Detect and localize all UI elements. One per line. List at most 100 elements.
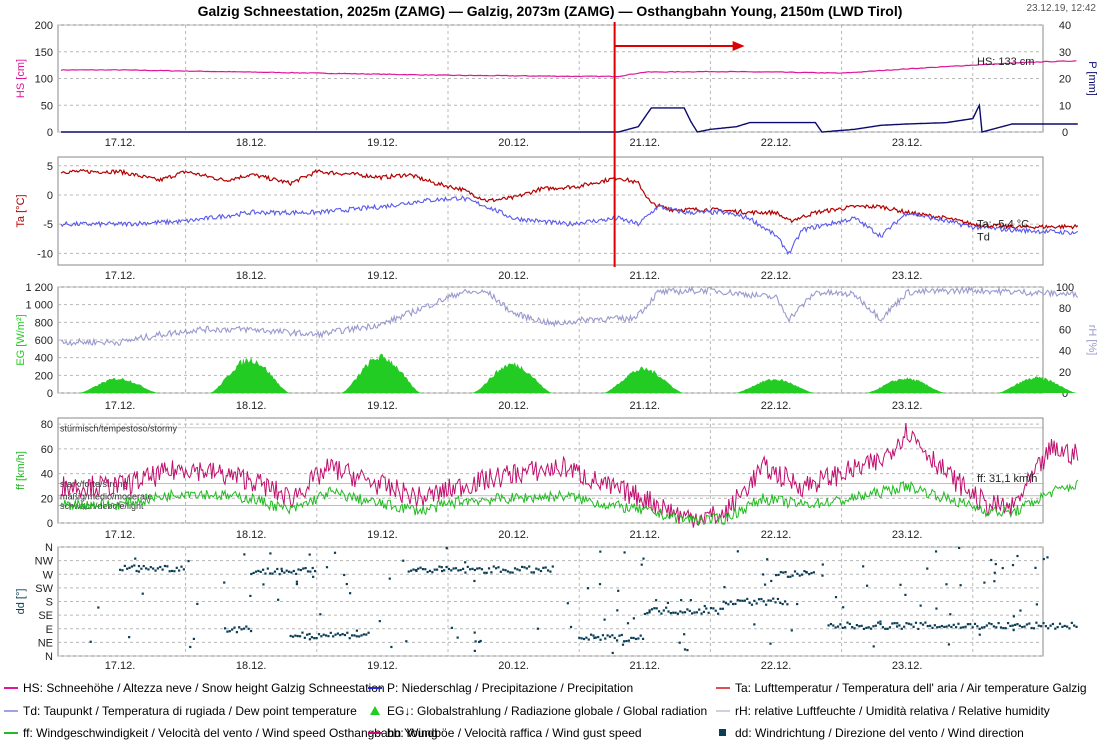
dd-point — [509, 571, 512, 574]
dd-point — [997, 621, 1000, 625]
dd-point — [834, 596, 838, 599]
dd-point — [1002, 627, 1005, 630]
dd-point — [535, 567, 538, 570]
dd-point — [134, 557, 137, 560]
dd-point — [257, 569, 260, 572]
dd-point — [714, 609, 717, 612]
dd-point — [748, 601, 751, 604]
dd-point — [844, 626, 847, 629]
legend-entry: ff: Windgeschwindigkeit / Velocità del v… — [23, 726, 438, 740]
dd-point — [1032, 627, 1036, 630]
dd-point — [623, 640, 626, 643]
dd-point — [523, 566, 526, 569]
dd-point — [734, 602, 737, 606]
dd-point — [466, 565, 469, 568]
dd-point — [291, 635, 295, 638]
dd-point — [966, 623, 970, 626]
dd-point — [410, 569, 413, 572]
dd-point — [1034, 566, 1037, 569]
y-axis-title: Ta [°C] — [15, 194, 27, 227]
dd-point — [599, 638, 602, 641]
dd-point — [585, 636, 588, 639]
y-tick-label: NW — [35, 556, 54, 568]
y-tick-label: 0 — [47, 518, 53, 530]
dd-point — [586, 587, 590, 590]
dd-point — [536, 627, 539, 630]
dd-point — [924, 621, 927, 624]
dd-point — [884, 627, 887, 630]
dd-point — [250, 572, 253, 576]
panel-frame — [57, 156, 1044, 266]
dd-point — [703, 604, 706, 608]
dd-point — [168, 570, 171, 573]
dd-point — [791, 574, 794, 577]
dd-point — [1049, 624, 1052, 627]
dd-point — [358, 635, 361, 638]
dd-point — [450, 626, 454, 629]
y-tick-label: 40 — [41, 469, 53, 481]
dd-point — [350, 634, 354, 637]
dd-point — [775, 573, 778, 577]
dd-point — [603, 618, 606, 621]
legend-entry: HS: Schneehöhe / Altezza neve / Snow hei… — [23, 681, 385, 695]
dd-point — [886, 627, 889, 630]
dd-point — [686, 648, 689, 652]
dd-point — [666, 601, 670, 604]
dd-point — [921, 623, 925, 626]
legend-entry: dd: Windrichtung / Direzione del vento /… — [735, 726, 1024, 740]
dd-point — [464, 561, 467, 564]
dd-point — [931, 626, 934, 630]
dd-point — [642, 557, 645, 560]
dd-point — [689, 599, 692, 602]
dd-point — [1061, 625, 1064, 628]
dd-point — [964, 625, 967, 628]
dd-point — [269, 572, 272, 575]
y2-tick-label: 40 — [1059, 346, 1071, 358]
dd-point — [312, 575, 315, 578]
dd-point — [993, 571, 996, 574]
dd-point — [266, 567, 269, 570]
dd-point — [175, 566, 178, 569]
dd-point — [163, 564, 167, 568]
y2-axis-title: rH [%] — [1086, 325, 1098, 356]
dd-point — [657, 610, 661, 613]
dd-point — [178, 569, 181, 572]
dd-point — [834, 626, 837, 629]
dd-point — [774, 601, 777, 604]
dd-point — [660, 612, 663, 615]
dd-point — [867, 626, 870, 629]
dd-point — [934, 550, 938, 553]
annotation-arrow-head — [732, 41, 745, 51]
dd-point — [700, 612, 703, 615]
dd-point — [405, 640, 408, 643]
dd-point — [877, 621, 880, 624]
series-ta-line — [60, 168, 1079, 230]
dd-point — [341, 632, 344, 636]
dd-point — [569, 625, 573, 629]
dd-point — [166, 565, 169, 568]
dd-point — [280, 567, 283, 570]
y-axis-title: ff [km/h] — [15, 451, 27, 490]
dd-point — [435, 568, 439, 571]
dd-point — [879, 620, 882, 623]
dd-point — [428, 569, 432, 572]
dd-point — [516, 568, 519, 571]
dd-point — [990, 558, 993, 562]
panel-4: 17.12. 18.12. 19.12. 20.12. 21.12. 22.12. 23.1… — [15, 417, 1079, 541]
dd-point — [753, 599, 756, 602]
dd-point — [238, 626, 241, 629]
dd-point — [141, 592, 144, 595]
dd-point — [695, 611, 698, 614]
dd-point — [549, 570, 552, 573]
dd-point — [133, 564, 136, 567]
dd-point — [223, 581, 226, 584]
dd-point — [1012, 628, 1015, 632]
dd-point — [119, 568, 122, 571]
dd-point — [478, 567, 481, 570]
panel-3: 17.12. 18.12. 19.12. 20.12. 21.12. 22.12. 23.1… — [15, 282, 1098, 412]
dd-point — [97, 606, 100, 609]
dd-point — [881, 626, 884, 629]
dd-point — [743, 599, 746, 602]
y2-tick-label: 60 — [1059, 324, 1071, 336]
